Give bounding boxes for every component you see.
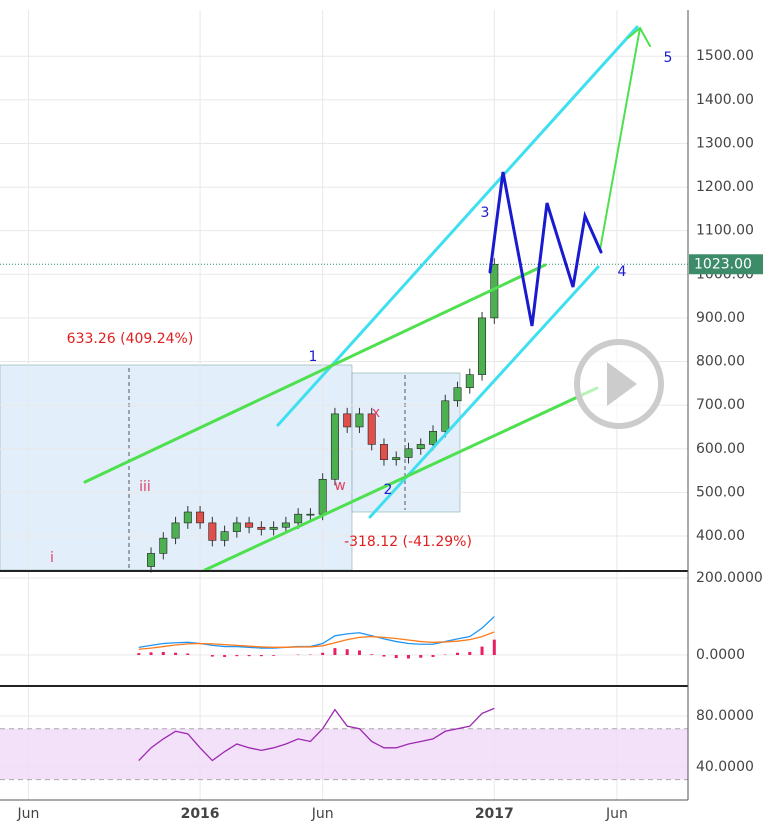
projection [599,27,641,251]
histogram-bar [357,650,361,656]
candle [171,522,180,539]
y-tick-label: 500.00 [696,484,745,500]
histogram-bar [370,654,374,656]
trend-line [203,386,599,572]
candle [159,537,168,554]
y-tick-label: 1300.00 [696,135,754,151]
histogram-bar [480,646,484,656]
y-tick-label: 200.0000 [696,570,763,586]
y-tick-label: 1500.00 [696,48,754,64]
arrow-head [627,26,651,47]
last-price-tag [689,254,763,275]
last-price-label: 1023.00 [694,256,752,272]
histogram-bar [345,649,349,656]
y-tick-label: 1200.00 [696,179,754,195]
histogram-bar [272,655,276,656]
histogram-bar [468,651,472,656]
candle [220,531,229,541]
candle [465,374,474,388]
histogram-bar [382,655,386,657]
y-tick-label: 900.00 [696,310,745,326]
candle [306,513,315,516]
candle [404,448,413,458]
x-tick-label: Jun [311,806,334,822]
candle [478,317,487,375]
play-icon[interactable] [607,362,637,406]
y-tick-label: 400.00 [696,528,745,544]
histogram-bar [456,652,460,656]
histogram-bar [186,653,190,656]
annotation: 1 [309,349,318,365]
histogram-bar [137,653,141,656]
x-tick-label: 2016 [181,806,220,822]
histogram-bar [210,655,214,657]
x-tick-label: Jun [605,806,628,822]
histogram-bar [174,652,178,656]
annotation: 4 [618,264,627,280]
y-tick-label: 600.00 [696,441,745,457]
play-button[interactable] [574,339,664,429]
histogram-bar [247,655,251,657]
y-tick-label: 40.0000 [696,759,754,775]
candle [281,522,290,528]
y-tick-label: 800.00 [696,354,745,370]
candle [318,478,327,515]
candle [330,413,339,480]
trend-lines [83,25,651,572]
annotation: x [372,405,380,421]
candle [294,513,303,524]
candle [147,553,156,567]
candle [392,457,401,460]
x-tick-label: Jun [17,806,40,822]
candle [183,511,192,524]
x-tick-label: 2017 [475,806,514,822]
y-tick-label: 700.00 [696,397,745,413]
trend-line [83,263,547,484]
candle [208,522,217,541]
histogram-bar [419,655,423,658]
histogram-bar [259,655,263,657]
annotation: 2 [384,482,393,498]
candle [441,400,450,432]
annotation: w [334,478,345,494]
candle [245,522,254,528]
wave-path [488,171,603,327]
annotation: i [50,550,54,566]
candle [367,413,376,445]
candle [429,431,437,445]
y-tick-label: 0.0000 [696,647,745,663]
channel-line [276,25,639,427]
candle [355,413,364,428]
annotation: -318.12 (-41.29%) [344,534,472,550]
histogram-bar [333,648,337,656]
histogram-bar [394,655,398,659]
histogram-bar [321,652,325,656]
candle [269,526,278,530]
macd-line [138,631,495,650]
y-tick-label: 1400.00 [696,92,754,108]
histogram-bar [235,655,239,657]
candle [343,413,352,428]
annotation: iii [139,479,151,495]
candle [416,444,425,450]
y-tick-label: 80.0000 [696,708,754,724]
histogram-bar [149,652,153,656]
histogram-bar [431,655,435,657]
histogram-bar [161,651,165,656]
rsi-band [0,728,688,780]
annotation: 633.26 (409.24%) [67,331,194,347]
candle [232,522,241,532]
candle [379,444,388,460]
histogram-bar [492,639,496,656]
histogram-bar [406,655,410,659]
y-tick-label: 1100.00 [696,223,754,239]
candle [257,526,266,530]
rsi-line [138,707,495,762]
candle [196,511,205,524]
candle [453,387,462,402]
annotation: 3 [481,205,490,221]
annotation: 5 [664,50,673,66]
histogram-bar [223,655,227,657]
